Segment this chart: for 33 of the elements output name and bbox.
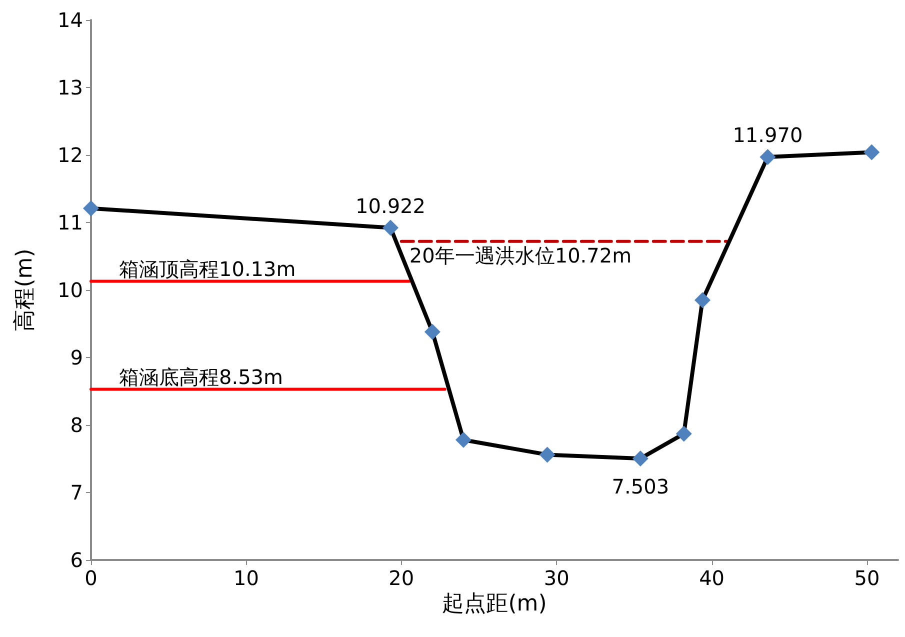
x-tick-label: 50 xyxy=(854,566,880,590)
series-label: 箱涵顶高程10.13m xyxy=(119,257,296,282)
point xyxy=(455,432,472,448)
x-axis-title: 起点距(m) xyxy=(442,591,547,616)
point xyxy=(382,220,399,236)
x-tick-label: 20 xyxy=(388,566,414,590)
data-label: 10.922 xyxy=(356,194,426,218)
x-tick-label: 10 xyxy=(233,566,259,590)
point xyxy=(539,446,556,463)
data-label: 7.503 xyxy=(612,474,670,499)
point xyxy=(760,149,776,166)
y-tick-label: 10 xyxy=(58,278,83,302)
y-tick-label: 6 xyxy=(70,548,83,572)
point xyxy=(424,324,440,340)
y-axis-title: 高程(m) xyxy=(12,248,38,332)
series-label: 箱涵底高程8.53m xyxy=(119,365,284,390)
point xyxy=(632,450,648,467)
data-label: 11.970 xyxy=(732,123,803,148)
x-tick-label: 30 xyxy=(544,566,570,590)
y-tick-label: 8 xyxy=(70,413,83,437)
y-tick-label: 9 xyxy=(70,346,83,370)
point xyxy=(694,292,710,308)
point xyxy=(676,426,692,442)
y-tick-label: 7 xyxy=(70,480,83,504)
y-tick-label: 14 xyxy=(58,8,83,32)
x-tick-label: 40 xyxy=(699,566,725,590)
y-tick-label: 11 xyxy=(58,210,83,234)
point xyxy=(83,200,99,216)
y-tick-label: 13 xyxy=(58,76,83,100)
series-label: 20年一遇洪水位10.72m xyxy=(409,243,632,268)
point xyxy=(864,144,880,160)
x-tick-label: 0 xyxy=(84,566,98,590)
y-tick-label: 12 xyxy=(58,143,83,167)
